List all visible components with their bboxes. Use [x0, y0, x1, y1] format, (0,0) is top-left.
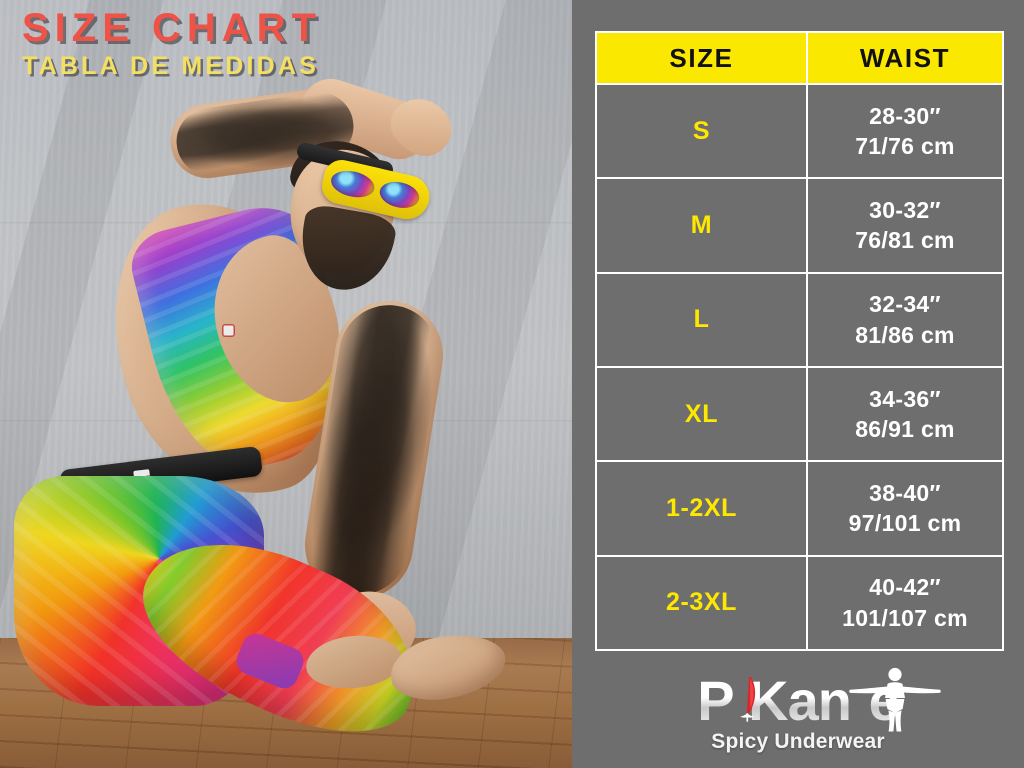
cell-waist: 28-30″ 71/76 cm [806, 82, 1004, 180]
column-header-waist: WAIST [806, 31, 1004, 85]
brand-tagline: Spicy Underwear [711, 730, 885, 753]
cell-size: 1-2XL [595, 460, 808, 557]
cell-size: XL [595, 365, 808, 463]
cell-waist: 34-36″ 86/91 cm [806, 365, 1004, 463]
brand-part-3: e [868, 669, 899, 732]
waist-cm: 97/101 cm [848, 510, 962, 537]
waist-cm: 81/86 cm [855, 321, 955, 348]
waist-inches: 38-40″ [869, 480, 941, 507]
waist-cm: 86/91 cm [855, 416, 955, 443]
brand-tag-tank [222, 324, 235, 337]
cell-size: S [595, 82, 808, 180]
table-row: XL 34-36″ 86/91 cm [595, 365, 1004, 463]
brand-wordmark: PiKante [697, 667, 941, 732]
cell-size: M [595, 177, 808, 274]
cell-waist: 30-32″ 76/81 cm [806, 177, 1004, 274]
table-row: 2-3XL 40-42″ 101/107 cm [595, 554, 1004, 652]
waist-cm: 76/81 cm [855, 227, 955, 254]
waist-inches: 40-42″ [869, 574, 941, 601]
table-row: S 28-30″ 71/76 cm [595, 82, 1004, 180]
page-subtitle: TABLA DE MEDIDAS [22, 51, 320, 80]
cell-waist: 32-34″ 81/86 cm [806, 271, 1004, 368]
table-row: L 32-34″ 81/86 cm [595, 271, 1004, 368]
page-title-group: SIZE CHART TABLA DE MEDIDAS [22, 8, 322, 79]
table-row: 1-2XL 38-40″ 97/101 cm [595, 460, 1004, 557]
brand-part-1: P [697, 669, 734, 732]
cell-size: 2-3XL [595, 554, 808, 652]
cell-size: L [595, 271, 808, 368]
brand-logo: PiKante Spicy Und [572, 667, 1024, 754]
waist-cm: 101/107 cm [842, 604, 968, 631]
waist-inches: 32-34″ [869, 291, 941, 318]
page-title: SIZE CHART [22, 6, 322, 50]
cell-waist: 38-40″ 97/101 cm [806, 460, 1004, 557]
table-header-row: SIZE WAIST [595, 31, 1004, 85]
brand-name-text: PiKante [697, 673, 899, 729]
column-header-size: SIZE [595, 31, 808, 85]
model-figure [0, 0, 572, 768]
info-panel: SIZE WAIST S 28-30″ 71/76 cm M 30-32″ [572, 0, 1024, 768]
waist-inches: 28-30″ [869, 102, 941, 129]
waist-cm: 71/76 cm [855, 133, 955, 160]
table-row: M 30-32″ 76/81 cm [595, 177, 1004, 274]
waist-inches: 30-32″ [869, 197, 941, 224]
size-table: SIZE WAIST S 28-30″ 71/76 cm M 30-32″ [595, 31, 1004, 652]
product-photo: SIZE CHART TABLA DE MEDIDAS [0, 0, 572, 768]
cell-waist: 40-42″ 101/107 cm [806, 554, 1004, 652]
waist-inches: 34-36″ [869, 385, 941, 412]
brand-part-2: Kan [748, 669, 851, 732]
